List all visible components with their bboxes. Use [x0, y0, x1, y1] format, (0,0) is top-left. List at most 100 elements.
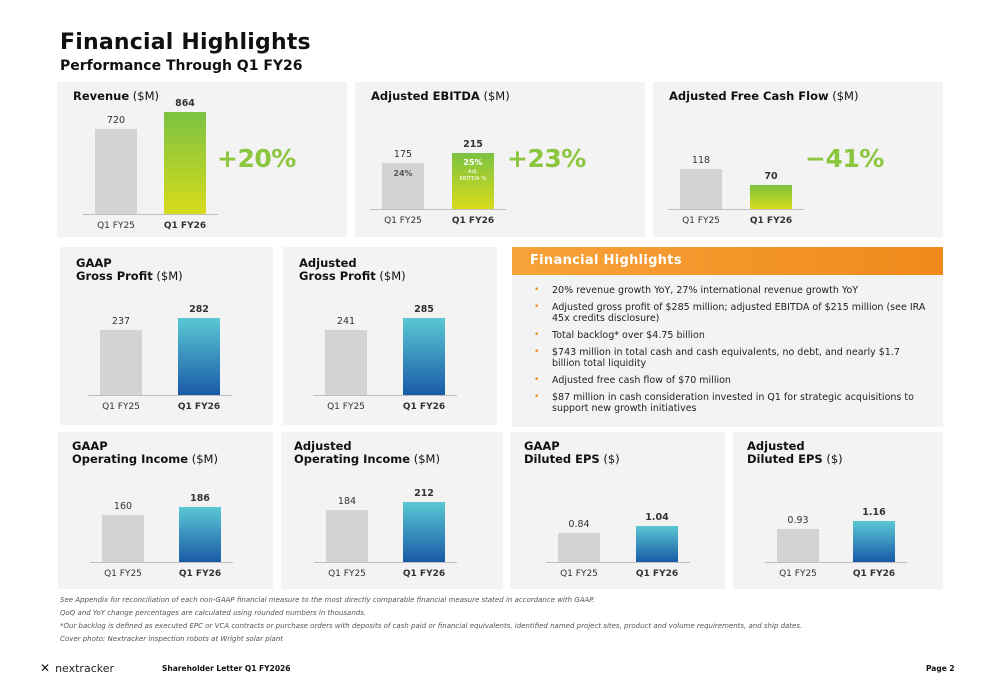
current-year-bar	[403, 502, 445, 562]
adjusted-gross-profit-card: Adjusted Gross Profit ($M) 241 Q1 FY25 285 Q…	[283, 247, 497, 425]
bar-value-label: 720	[107, 115, 125, 126]
category-tick-label: Q1 FY25	[328, 569, 366, 579]
category-tick-label: Q1 FY25	[97, 221, 135, 231]
footnote: QoQ and YoY change percentages are calcu…	[60, 609, 367, 617]
list-item: • Adjusted gross profit of $285 million; …	[534, 302, 926, 324]
adjusted-fcf-chart: 118 Q1 FY25 70 Q1 FY26	[668, 155, 804, 226]
bar-value-label: 237	[112, 316, 130, 327]
prior-year-bar	[95, 129, 137, 214]
bar-value-label: 186	[190, 493, 210, 504]
adjusted-diluted-eps-chart: 0.93 Q1 FY25 1.16 Q1 FY26	[765, 507, 907, 579]
page-subtitle: Performance Through Q1 FY26	[60, 58, 303, 74]
bullet-icon: •	[534, 285, 540, 295]
bar-value-label: 285	[414, 304, 434, 315]
category-tick-label: Q1 FY25	[327, 402, 365, 412]
list-item: • Adjusted free cash flow of $70 million	[534, 375, 731, 386]
adjusted-ebitda-card: Adjusted EBITDA ($M) 175 Q1 FY25 215 Q1 FY2…	[355, 82, 645, 237]
bar-value-label: 0.93	[787, 515, 808, 526]
card-title: Adjusted Free Cash Flow ($M)	[669, 89, 859, 103]
category-tick-label: Q1 FY25	[102, 402, 140, 412]
footnote: Cover photo: Nextracker inspection robot…	[60, 635, 284, 643]
prior-year-bar	[326, 510, 368, 562]
prior-year-bar	[680, 169, 722, 209]
adjusted-fcf-card: Adjusted Free Cash Flow ($M) 118 Q1 FY25 7…	[653, 82, 943, 237]
gaap-gross-profit-card: GAAP Gross Profit ($M) 237 Q1 FY25 282 Q1 FY…	[60, 247, 273, 425]
footnote: *Our backlog is defined as executed EPC …	[60, 622, 803, 630]
prior-year-bar	[102, 515, 144, 562]
category-tick-label: Q1 FY25	[560, 569, 598, 579]
gaap-operating-income-card: GAAP Operating Income ($M) 160 Q1 FY25 186 Q…	[58, 432, 273, 589]
margin-label: 25%	[463, 158, 482, 167]
adjusted-ebitda-chart: 175 Q1 FY25 215 Q1 FY26 24% 25% Adj.EBITDA %	[370, 139, 506, 226]
card-title: GAAP Operating Income ($M)	[72, 439, 218, 466]
gaap-diluted-eps-chart: 0.84 Q1 FY25 1.04 Q1 FY26	[546, 512, 690, 579]
prior-year-bar	[100, 330, 142, 395]
margin-label: 24%	[393, 169, 412, 178]
card-title: Adjusted Diluted EPS ($)	[747, 439, 843, 466]
bar-value-label: 175	[394, 149, 412, 160]
current-year-bar	[636, 526, 678, 562]
footnotes: See Appendix for reconciliation of each …	[60, 596, 820, 648]
revenue-card: Revenue ($M) 720 Q1 FY25 864 Q1 FY26 +20%	[57, 82, 347, 237]
revenue-change: +20%	[217, 144, 296, 173]
list-item: • Total backlog* over $4.75 billion	[534, 330, 705, 341]
bullet-icon: •	[534, 375, 540, 385]
adjusted-operating-income-chart: 184 Q1 FY25 212 Q1 FY26	[314, 488, 457, 579]
bar-value-label: 864	[175, 98, 195, 109]
list-item: • $743 million in total cash and cash equ…	[534, 347, 900, 369]
category-tick-label: Q1 FY26	[178, 402, 220, 412]
highlights-header: Financial Highlights	[512, 247, 943, 275]
category-tick-label: Q1 FY26	[403, 402, 445, 412]
bullet-icon: •	[534, 347, 540, 357]
prior-year-bar	[382, 163, 424, 209]
gaap-operating-income-chart: 160 Q1 FY25 186 Q1 FY26	[90, 493, 233, 579]
bar-value-label: 118	[692, 155, 710, 166]
adjusted-operating-income-card: Adjusted Operating Income ($M) 184 Q1 FY25…	[281, 432, 503, 589]
prior-year-bar	[777, 529, 819, 562]
margin-caption: EBITDA %	[459, 176, 486, 182]
category-tick-label: Q1 FY25	[104, 569, 142, 579]
margin-caption: Adj.	[468, 169, 479, 175]
prior-year-bar	[558, 533, 600, 562]
document-name: Shareholder Letter Q1 FY2026	[162, 664, 291, 673]
page-title: Financial Highlights	[60, 30, 311, 55]
category-tick-label: Q1 FY26	[750, 216, 792, 226]
prior-year-bar	[325, 330, 367, 395]
bar-value-label: 0.84	[568, 519, 589, 530]
category-tick-label: Q1 FY26	[403, 569, 445, 579]
category-tick-label: Q1 FY25	[682, 216, 720, 226]
page-number: Page 2	[926, 664, 955, 673]
current-year-bar	[853, 521, 895, 562]
adjusted-gross-profit-chart: 241 Q1 FY25 285 Q1 FY26	[313, 304, 457, 412]
gaap-gross-profit-chart: 237 Q1 FY25 282 Q1 FY26	[88, 304, 232, 412]
category-tick-label: Q1 FY26	[179, 569, 221, 579]
logo-wordmark: nextracker	[55, 661, 115, 675]
gaap-diluted-eps-card: GAAP Diluted EPS ($) 0.84 Q1 FY25 1.04 Q1 FY…	[510, 432, 725, 589]
bar-value-label: 70	[764, 171, 778, 182]
card-title: Adjusted EBITDA ($M)	[371, 89, 510, 103]
financial-highlights-panel: Financial Highlights • 20% revenue growth…	[512, 247, 943, 427]
bar-value-label: 1.04	[645, 512, 669, 523]
bar-value-label: 212	[414, 488, 434, 499]
footnote: See Appendix for reconciliation of each …	[60, 596, 595, 604]
highlights-list: • 20% revenue growth YoY, 27% internation…	[534, 285, 929, 420]
category-tick-label: Q1 FY25	[384, 216, 422, 226]
current-year-bar	[750, 185, 792, 209]
bar-value-label: 215	[463, 139, 483, 150]
card-title: Adjusted Operating Income ($M)	[294, 439, 440, 466]
adjusted-ebitda-change: +23%	[507, 144, 586, 173]
adjusted-fcf-change: −41%	[805, 144, 884, 173]
bar-value-label: 241	[337, 316, 355, 327]
nextracker-logo: ✕ nextracker	[40, 661, 114, 675]
list-item: • $87 million in cash consideration inves…	[534, 392, 914, 414]
current-year-bar	[179, 507, 221, 562]
bar-value-label: 184	[338, 496, 356, 507]
category-tick-label: Q1 FY26	[452, 216, 494, 226]
card-title: GAAP Diluted EPS ($)	[524, 439, 620, 466]
bullet-icon: •	[534, 330, 540, 340]
nextracker-logo-icon: ✕	[40, 661, 51, 675]
card-title: GAAP Gross Profit ($M)	[76, 256, 183, 283]
bar-value-label: 282	[189, 304, 209, 315]
list-item: • 20% revenue growth YoY, 27% internation…	[534, 285, 859, 296]
current-year-bar	[164, 112, 206, 214]
